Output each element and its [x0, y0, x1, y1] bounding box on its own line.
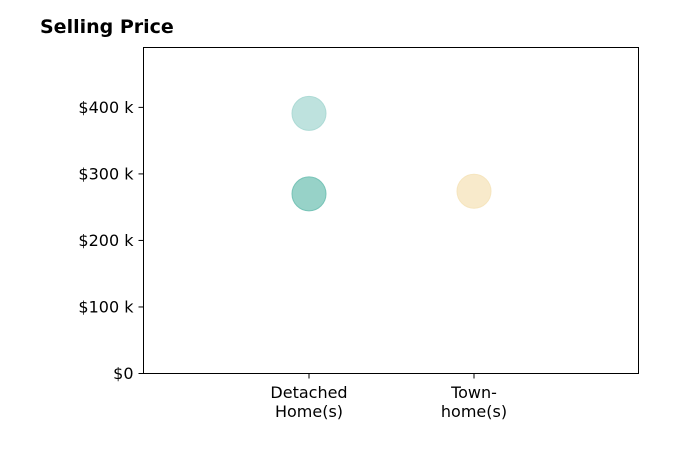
x-tick-label: Home(s) — [275, 402, 343, 421]
data-point — [456, 173, 492, 209]
data-point — [291, 176, 327, 212]
y-tick-label: $200 k — [78, 231, 134, 250]
y-tick-label: $300 k — [78, 164, 134, 183]
y-tick-label: $400 k — [78, 98, 134, 117]
x-tick-label: Detached — [270, 383, 347, 402]
y-axis: $0 $100 k $200 k $300 k $400 k — [78, 98, 144, 383]
chart-title: Selling Price — [40, 16, 174, 38]
x-tick-label: Town- — [450, 383, 497, 402]
x-tick-label: home(s) — [441, 402, 507, 421]
plot-area — [143, 47, 639, 374]
y-tick-label: $0 — [113, 364, 133, 383]
y-tick-label: $100 k — [78, 297, 134, 316]
data-points — [291, 95, 492, 212]
data-point — [291, 95, 327, 131]
